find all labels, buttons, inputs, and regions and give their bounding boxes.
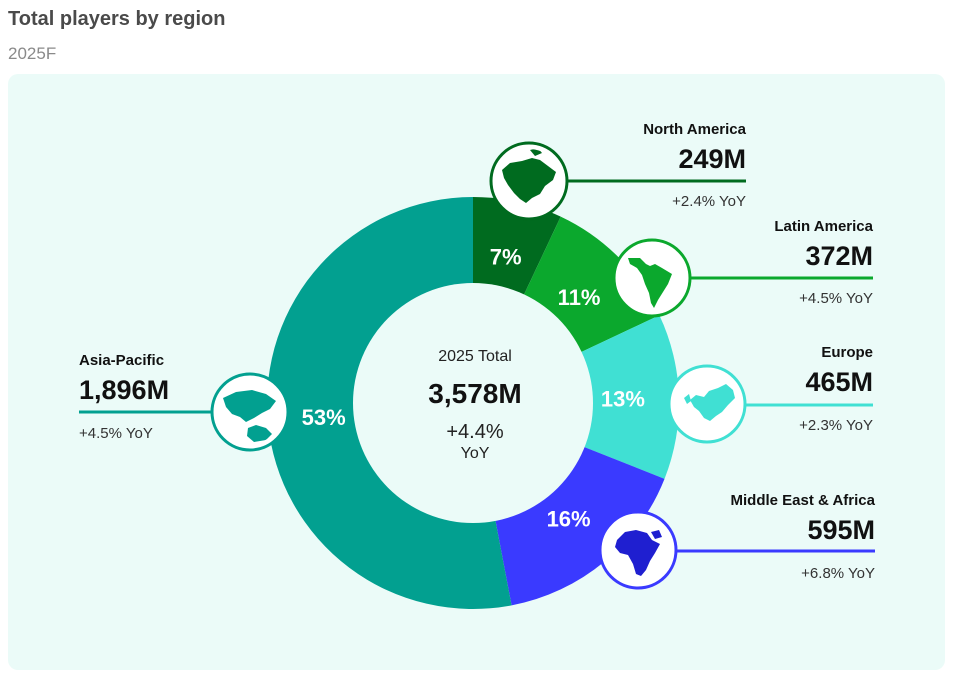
- region-name-europe: Europe: [821, 344, 873, 361]
- africa-map-icon: [598, 510, 678, 590]
- region-name-latin-america: Latin America: [774, 218, 873, 235]
- donut-hole: [353, 283, 593, 523]
- latin-america-map-icon: [612, 238, 692, 318]
- asia-pacific-map-icon: [210, 372, 290, 452]
- center-total-value: 3,578M: [428, 378, 521, 409]
- segment-percent-label-latin-america: 11%: [558, 285, 601, 310]
- segment-percent-label-north-america: 7%: [490, 245, 522, 270]
- region-yoy-europe: +2.3% YoY: [799, 417, 873, 434]
- region-value-middle-east-africa: 595M: [807, 515, 875, 545]
- segment-percent-label-europe: 13%: [601, 386, 645, 411]
- region-value-latin-america: 372M: [805, 241, 873, 271]
- europe-map-icon: [667, 364, 747, 444]
- center-total-label: 2025 Total: [438, 348, 512, 365]
- region-value-north-america: 249M: [678, 144, 746, 174]
- segment-percent-label-asia-pacific: 53%: [302, 405, 346, 430]
- page-title: Total players by region: [8, 8, 226, 30]
- region-name-north-america: North America: [643, 121, 746, 138]
- region-name-middle-east-africa: Middle East & Africa: [731, 492, 876, 509]
- region-name-asia-pacific: Asia-Pacific: [79, 352, 164, 369]
- region-value-asia-pacific: 1,896M: [79, 375, 169, 405]
- center-yoy-unit: YoY: [461, 445, 490, 462]
- segment-percent-label-middle-east-and-africa: 16%: [547, 507, 591, 532]
- page-subtitle: 2025F: [8, 44, 57, 63]
- center-yoy-value: +4.4%: [446, 421, 503, 443]
- region-value-europe: 465M: [805, 367, 873, 397]
- region-yoy-middle-east-africa: +6.8% YoY: [801, 565, 875, 582]
- region-yoy-north-america: +2.4% YoY: [672, 193, 746, 210]
- region-yoy-latin-america: +4.5% YoY: [799, 290, 873, 307]
- region-yoy-asia-pacific: +4.5% YoY: [79, 425, 153, 442]
- north-america-map-icon: [489, 141, 569, 221]
